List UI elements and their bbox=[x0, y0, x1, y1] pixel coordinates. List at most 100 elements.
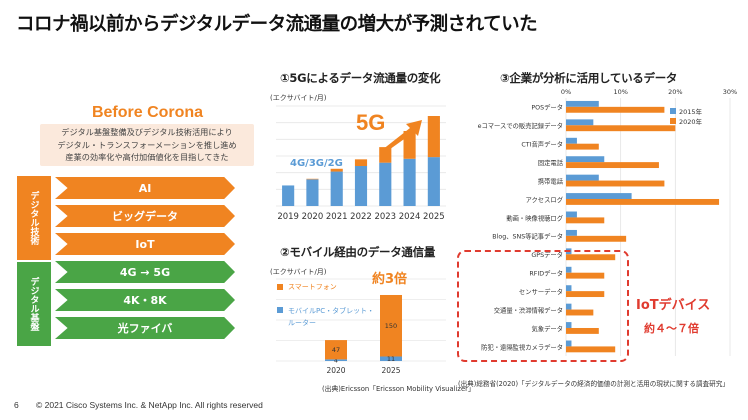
bar-2020年-0 bbox=[566, 106, 665, 113]
category-label: GPSデータ bbox=[531, 250, 563, 259]
category-label: eコマースでの販売記録データ bbox=[478, 121, 563, 130]
bar-4g-2022 bbox=[354, 166, 368, 206]
copyright: © 2021 Cisco Systems Inc. & NetApp Inc. … bbox=[36, 400, 263, 410]
chart1-unit: (エクサバイト/月) bbox=[270, 94, 327, 102]
x-tick-label: 30% bbox=[723, 88, 737, 96]
legend-swatch bbox=[670, 118, 676, 124]
data-label: 47 bbox=[332, 346, 340, 354]
category-label: POSデータ bbox=[531, 103, 563, 112]
legend-swatch bbox=[670, 108, 676, 114]
chart1-x-labels: 2019 2020 2021 2022 2023 2024 2025 bbox=[277, 212, 444, 222]
bar-segment-2025 bbox=[380, 356, 402, 361]
chart2-legend-swatch-phone bbox=[277, 284, 283, 290]
group-label-digital-infra: デジタル基盤 bbox=[17, 262, 51, 346]
data-label: 4 bbox=[334, 357, 338, 365]
bar-2015年-1 bbox=[566, 119, 594, 126]
chart2-legend-swatch-pc bbox=[277, 307, 283, 313]
bar-2015年-7 bbox=[566, 229, 577, 236]
iot-multiplier-label: 約４～７倍 bbox=[644, 322, 699, 335]
bar-2015年-5 bbox=[566, 193, 632, 199]
description-line: 産業の効率化や高付加価値化を目指してきた bbox=[65, 152, 229, 162]
bar-4g-2023 bbox=[379, 162, 392, 206]
bar-2020年-6 bbox=[566, 217, 605, 224]
x-tick-label: 10% bbox=[613, 88, 627, 96]
bar-4g-2021 bbox=[330, 171, 343, 206]
group-label-digital-tech: デジタル技術 bbox=[17, 176, 51, 260]
chart2-gridlines bbox=[276, 278, 446, 362]
chart2-callout: 約3倍 bbox=[372, 272, 408, 287]
item-ai: AI bbox=[55, 177, 235, 199]
chart2-svg: 4 47 11 150 2020 2025 bbox=[276, 278, 446, 375]
chart3-bars bbox=[566, 100, 720, 353]
bar-2020年-13 bbox=[566, 346, 616, 353]
category-label: 固定電話 bbox=[538, 158, 564, 167]
chart1-svg: 2019 2020 2021 2022 2023 2024 2025 bbox=[276, 105, 446, 222]
before-corona-heading: Before Corona bbox=[91, 104, 204, 121]
legend-line: ルーター bbox=[288, 319, 316, 327]
category-label: 交通量・渋滞情報データ bbox=[494, 305, 563, 314]
chart2-legend-phone: スマートフォン bbox=[288, 283, 337, 291]
bar-5g-2021 bbox=[330, 168, 343, 172]
bar-2015年-3 bbox=[566, 156, 605, 163]
page-number: 6 bbox=[14, 400, 19, 410]
data-label: 150 bbox=[385, 322, 397, 330]
category-label: Blog、SNS等記事データ bbox=[492, 232, 563, 241]
bar-2015年-9 bbox=[566, 266, 572, 273]
bar-2020年-9 bbox=[566, 272, 605, 279]
x-tick-label: 2023 bbox=[374, 212, 396, 222]
chart2-heading: ②モバイル経由のデータ通信量 bbox=[280, 245, 436, 259]
bar-segment-2020 bbox=[325, 359, 347, 361]
description-line: デジタル基盤整備及びデジタル技術活用により bbox=[61, 127, 233, 137]
iot-highlight-box bbox=[457, 250, 629, 362]
bar-2015年-2 bbox=[566, 137, 577, 144]
category-label: センサーデータ bbox=[519, 287, 563, 296]
chart2-source: (出典)Ericsson「Ericsson Mobility Visualize… bbox=[322, 385, 475, 393]
category-label: アクセスログ bbox=[526, 195, 564, 204]
x-tick-label: 2022 bbox=[350, 212, 372, 222]
chart1-label-5g: 5G bbox=[356, 110, 386, 135]
chart2-bars: 4 47 11 150 bbox=[325, 294, 402, 365]
item-iot: IoT bbox=[55, 233, 235, 255]
x-tick-label: 2020 bbox=[326, 366, 345, 375]
category-label: RFIDデータ bbox=[529, 269, 563, 278]
bar-5g-2023 bbox=[379, 147, 392, 163]
bar-2020年-7 bbox=[566, 235, 627, 242]
x-tick-label: 2020 bbox=[302, 212, 324, 222]
chart3-heading: ③企業が分析に活用しているデータ bbox=[500, 71, 678, 85]
bar-2020年-10 bbox=[566, 291, 605, 298]
chart1-label-4g: 4G/3G/2G bbox=[290, 158, 343, 169]
chart3-svg: 0% 10% 20% 30% POSデータ eコマースでの販売記録データ CTI音声データ… bbox=[478, 88, 737, 356]
bar-2020年-5 bbox=[566, 198, 720, 205]
bar-2020年-4 bbox=[566, 180, 665, 187]
description-line: デジタル・トランスフォーメーションを推し進め bbox=[57, 139, 237, 150]
iot-devices-label: IoTデバイス bbox=[636, 298, 711, 313]
item-4k-8k: 4K・8K bbox=[55, 289, 235, 311]
bar-5g-2025 bbox=[427, 116, 440, 158]
chart1-heading: ①5Gによるデータ流通量の変化 bbox=[280, 71, 441, 85]
category-label: 動画・映像視聴ログ bbox=[506, 213, 563, 222]
chart1-trend-arrow bbox=[382, 120, 422, 152]
x-tick-label: 2025 bbox=[381, 366, 400, 375]
category-label: 携帯電話 bbox=[538, 176, 564, 185]
bar-2015年-6 bbox=[566, 211, 577, 218]
bar-5g-2022 bbox=[354, 159, 368, 166]
item-4g-5g: 4G → 5G bbox=[55, 261, 235, 283]
chart2-x-labels: 2020 2025 bbox=[326, 366, 400, 375]
bar-2020年-11 bbox=[566, 309, 594, 316]
item-big-data: ビッグデータ bbox=[55, 205, 235, 227]
bar-4g-2020 bbox=[306, 179, 319, 206]
bar-2020年-8 bbox=[566, 254, 616, 261]
bar-5g-2020 bbox=[306, 178, 319, 180]
x-tick-label: 2025 bbox=[423, 212, 445, 222]
bar-4g-2019 bbox=[282, 185, 295, 206]
bar-2020年-3 bbox=[566, 162, 659, 169]
bar-segment-2025 bbox=[380, 294, 402, 357]
bar-2015年-10 bbox=[566, 285, 572, 292]
chart2-legend-pc: モバイルPC・タブレット・ ルーター bbox=[288, 305, 374, 329]
bar-2020年-12 bbox=[566, 327, 599, 334]
category-label: 防犯・遠隔監視カメラデータ bbox=[481, 342, 563, 351]
bar-2015年-4 bbox=[566, 174, 599, 181]
bar-2020年-1 bbox=[566, 125, 676, 132]
bar-segment-2020 bbox=[325, 340, 347, 360]
